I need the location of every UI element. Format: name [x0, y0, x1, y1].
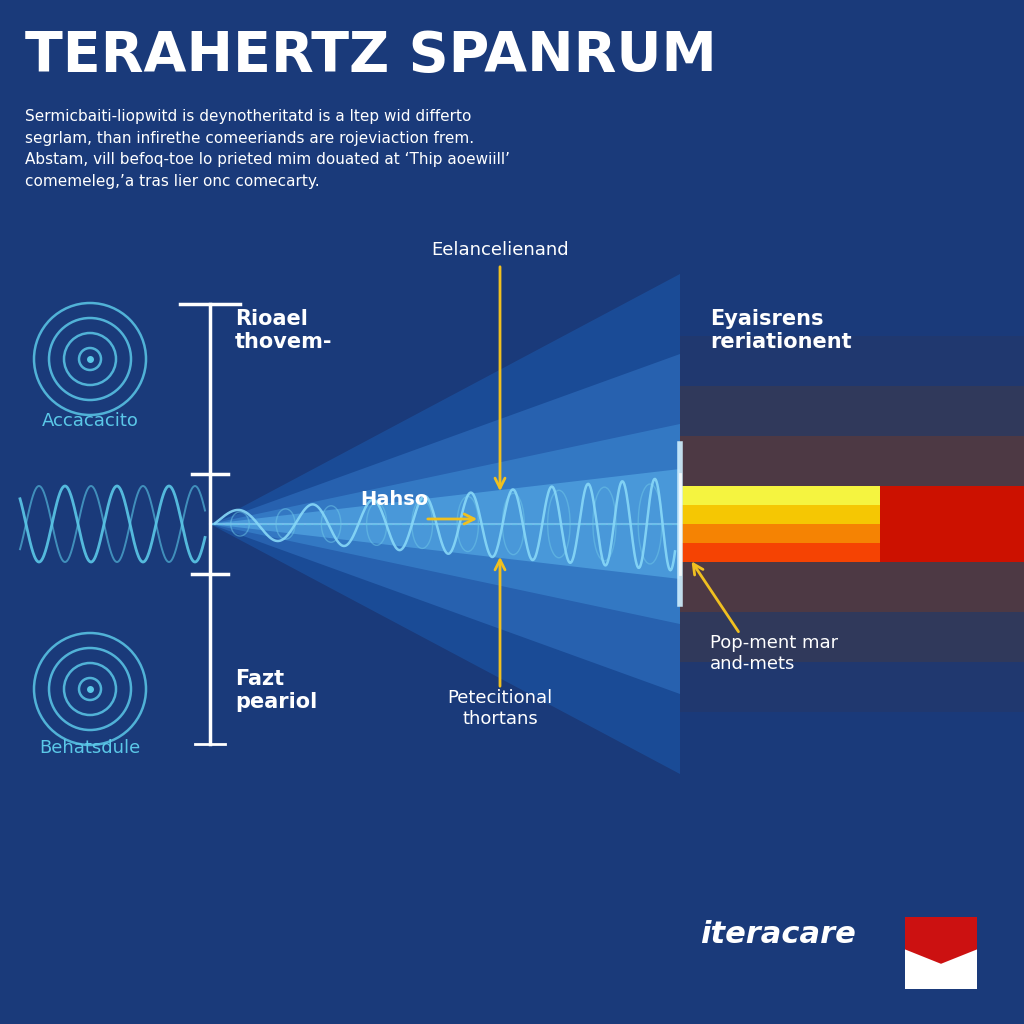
- Text: iteracare: iteracare: [700, 920, 856, 949]
- Text: Accacacito: Accacacito: [42, 412, 138, 430]
- Polygon shape: [210, 469, 680, 579]
- Polygon shape: [680, 524, 1024, 543]
- Text: Fazt
peariol: Fazt peariol: [234, 669, 317, 713]
- Polygon shape: [210, 354, 680, 694]
- Polygon shape: [680, 505, 1024, 524]
- Text: Eelancelienand: Eelancelienand: [431, 241, 568, 259]
- Polygon shape: [210, 424, 680, 624]
- Text: TERAHERTZ SPANRUM: TERAHERTZ SPANRUM: [25, 29, 717, 83]
- Text: Hahso: Hahso: [360, 490, 428, 509]
- Polygon shape: [680, 386, 1024, 662]
- Polygon shape: [680, 486, 1024, 505]
- Text: Sermicbaiti-liopwitd is deynotheritatd is a ltep wid differto
segrlam, than infi: Sermicbaiti-liopwitd is deynotheritatd i…: [25, 109, 510, 188]
- Text: Eyaisrens
reriationent: Eyaisrens reriationent: [710, 309, 852, 352]
- Polygon shape: [680, 543, 1024, 562]
- Polygon shape: [905, 949, 977, 989]
- Polygon shape: [210, 274, 680, 774]
- Text: Behatsdule: Behatsdule: [39, 739, 140, 757]
- Bar: [880, 486, 1024, 562]
- Text: Petecitional
thortans: Petecitional thortans: [447, 689, 553, 728]
- Text: Pop-ment mar
and-mets: Pop-ment mar and-mets: [710, 634, 838, 673]
- Polygon shape: [680, 336, 1024, 712]
- Polygon shape: [680, 436, 1024, 612]
- Text: Rioael
thovem-: Rioael thovem-: [234, 309, 333, 352]
- Bar: [905, 918, 977, 989]
